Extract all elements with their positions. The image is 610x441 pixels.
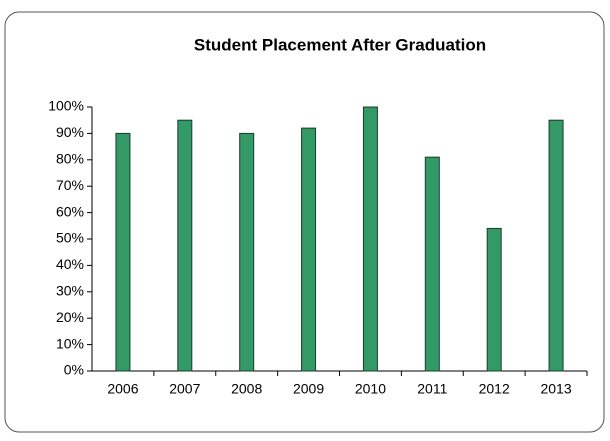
bar: [548, 119, 564, 372]
bar: [362, 106, 378, 372]
bar: [177, 119, 193, 372]
y-tick-label: 20%: [56, 309, 84, 325]
bar: [239, 132, 255, 372]
bar: [424, 156, 440, 372]
y-tick-label: 70%: [56, 177, 84, 193]
x-tick-label: 2011: [417, 381, 447, 397]
y-tick-label: 30%: [56, 283, 84, 299]
x-tick-label: 2013: [540, 381, 571, 397]
x-tick-label: 2010: [355, 381, 386, 397]
chart-title: Student Placement After Graduation: [194, 35, 486, 54]
y-tick-label: 90%: [56, 124, 84, 140]
x-tick-label: 2009: [293, 381, 324, 397]
x-tick-label: 2007: [169, 381, 200, 397]
bar: [115, 132, 131, 372]
y-tick-label: 40%: [56, 256, 84, 272]
y-tick-label: 0%: [64, 362, 84, 378]
x-tick-label: 2008: [231, 381, 262, 397]
y-tick-label: 80%: [56, 151, 84, 167]
bar: [301, 127, 317, 372]
y-tick-label: 100%: [48, 98, 84, 114]
x-tick-label: 2012: [479, 381, 510, 397]
bar: [486, 227, 502, 372]
y-tick-label: 50%: [56, 230, 84, 246]
x-tick-label: 2006: [107, 381, 138, 397]
y-tick-label: 60%: [56, 203, 84, 219]
y-tick-label: 10%: [56, 335, 84, 351]
